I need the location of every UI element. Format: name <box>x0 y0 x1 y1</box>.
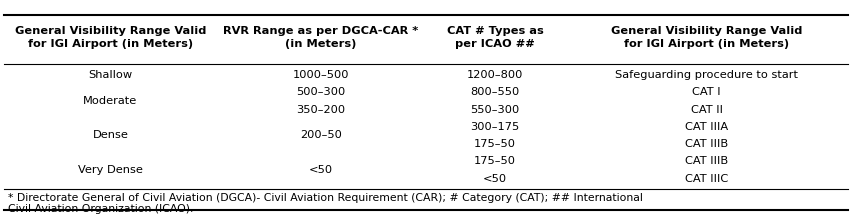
Text: RVR Range as per DGCA-CAR *
(in Meters): RVR Range as per DGCA-CAR * (in Meters) <box>224 26 418 49</box>
Text: CAT II: CAT II <box>691 104 722 114</box>
Text: 550–300: 550–300 <box>471 104 519 114</box>
Text: 175–50: 175–50 <box>474 139 516 149</box>
Text: 300–175: 300–175 <box>471 122 519 132</box>
Text: CAT IIIB: CAT IIIB <box>685 156 728 166</box>
Text: 1000–500: 1000–500 <box>292 70 349 80</box>
Text: Safeguarding procedure to start: Safeguarding procedure to start <box>615 70 798 80</box>
Text: 350–200: 350–200 <box>297 104 345 114</box>
Text: General Visibility Range Valid
for IGI Airport (in Meters): General Visibility Range Valid for IGI A… <box>14 26 207 49</box>
Text: 175–50: 175–50 <box>474 156 516 166</box>
Text: 800–550: 800–550 <box>471 87 519 97</box>
Text: CAT IIIA: CAT IIIA <box>685 122 728 132</box>
Text: <50: <50 <box>483 174 507 184</box>
Text: CAT # Types as
per ICAO ##: CAT # Types as per ICAO ## <box>447 26 543 49</box>
Text: 200–50: 200–50 <box>300 130 342 140</box>
Text: General Visibility Range Valid
for IGI Airport (in Meters): General Visibility Range Valid for IGI A… <box>611 26 802 49</box>
Text: CAT I: CAT I <box>693 87 721 97</box>
Text: <50: <50 <box>309 165 333 175</box>
Text: Dense: Dense <box>93 130 128 140</box>
Text: Civil Aviation Organization (ICAO).: Civil Aviation Organization (ICAO). <box>8 204 194 214</box>
Text: Very Dense: Very Dense <box>78 165 143 175</box>
Text: * Directorate General of Civil Aviation (DGCA)- Civil Aviation Requirement (CAR): * Directorate General of Civil Aviation … <box>8 193 643 203</box>
Text: 1200–800: 1200–800 <box>467 70 524 80</box>
Text: 500–300: 500–300 <box>297 87 345 97</box>
Text: Moderate: Moderate <box>83 96 138 106</box>
Text: CAT IIIC: CAT IIIC <box>685 174 728 184</box>
Text: CAT IIIB: CAT IIIB <box>685 139 728 149</box>
Text: Shallow: Shallow <box>88 70 133 80</box>
